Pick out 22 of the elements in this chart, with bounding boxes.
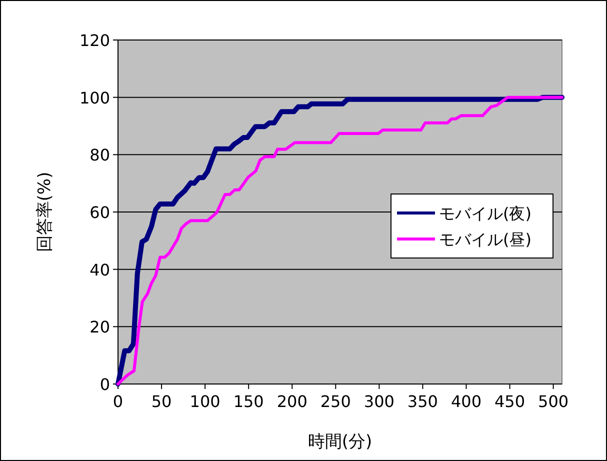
x-axis-title: 時間(分) [308,432,372,452]
y-tick-label: 80 [90,146,110,165]
x-tick-label: 450 [494,392,526,411]
x-tick-label: 200 [276,392,308,411]
x-tick-label: 150 [233,392,264,411]
x-tick-label: 0 [112,392,124,411]
y-tick-label: 60 [90,203,110,222]
x-tick-label: 100 [190,392,220,411]
y-tick-label: 0 [100,375,110,394]
y-tick-label: 120 [79,31,110,50]
y-tick-label: 40 [90,260,110,280]
y-axis-title: 回答率(%) [35,172,55,252]
legend-label: モバイル(夜) [439,204,532,223]
y-tick-label: 100 [79,88,110,108]
x-tick-label: 250 [320,392,351,411]
x-tick-label: 400 [450,392,482,411]
x-tick-label: 500 [538,392,569,411]
x-tick-label: 350 [407,392,438,411]
y-tick-label: 20 [90,318,110,337]
legend-label: モバイル(昼) [439,230,532,249]
x-tick-label: 50 [151,392,172,411]
x-tick-label: 300 [364,392,394,411]
